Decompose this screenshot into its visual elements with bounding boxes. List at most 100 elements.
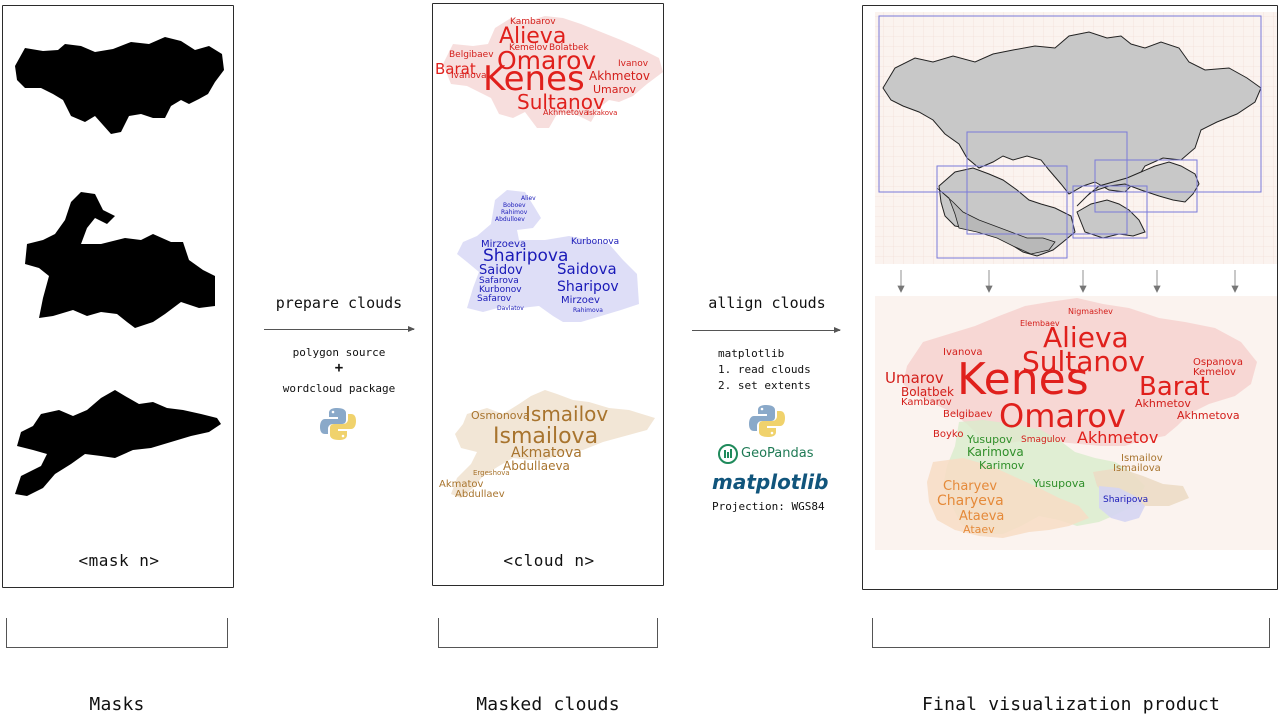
matplotlib-label: matplotlib xyxy=(718,347,785,360)
word-sharipova: Sharipova xyxy=(483,246,569,266)
align-arrow xyxy=(692,327,841,333)
map-tajikistan xyxy=(1076,199,1146,239)
word-rahimov: Rahimov xyxy=(501,209,528,216)
final-word-karimov: Karimov xyxy=(979,459,1025,472)
word-mirzoev: Mirzoev xyxy=(561,295,600,306)
word-ismailov: Ismailov xyxy=(525,402,609,426)
word-boboev: Boboev xyxy=(503,202,526,209)
word-aliev: Aliev xyxy=(521,195,536,202)
final-word-kambarov: Kambarov xyxy=(901,397,952,408)
final-word-yusupova: Yusupova xyxy=(1033,477,1086,490)
word-osmonova: Osmonova xyxy=(471,409,530,422)
final-word-ismailov: Ismailov xyxy=(1121,453,1163,464)
word-umarov: Umarov xyxy=(593,83,637,96)
final-word-akhmetov: Akhmetov xyxy=(1077,428,1159,447)
mask-tajikistan xyxy=(25,192,215,328)
final-word-akhmetova: Akhmetova xyxy=(1177,409,1240,422)
step-read-clouds: 1. read clouds xyxy=(718,363,811,376)
final-word-elembaev: Elembaev xyxy=(1020,319,1060,328)
word-iskakova: Iskakova xyxy=(587,109,618,117)
word-abdulloev: Abdulloev xyxy=(495,216,525,223)
final-word-boyko: Boyko xyxy=(933,429,964,440)
final-product-label: Final visualization product xyxy=(922,694,1220,715)
word-kambarov: Kambarov xyxy=(510,17,556,27)
final-word-charyeva: Charyeva xyxy=(937,493,1004,509)
polygon-source-label: polygon source xyxy=(292,346,386,359)
mask-kyrgyzstan xyxy=(15,390,221,496)
final-word-charyev: Charyev xyxy=(943,479,998,494)
final-word-belgibaev: Belgibaev xyxy=(943,409,993,420)
final-word-sultanov: Sultanov xyxy=(1022,345,1145,378)
word-barat: Barat xyxy=(435,60,476,78)
cloud-caption: <cloud n> xyxy=(503,551,595,570)
prepare-arrow xyxy=(264,326,415,332)
word-saidova: Saidova xyxy=(557,260,617,278)
word-kemelov: Kemelov xyxy=(509,43,548,53)
word-kurbonova: Kurbonova xyxy=(571,237,620,247)
word-rahimova: Rahimova xyxy=(573,307,603,314)
mask-shapes xyxy=(15,37,224,496)
final-panel: Nigmashev Elembaev Alieva Ivanova Sultan… xyxy=(862,5,1278,590)
matplotlib-logo-text: matplotlib xyxy=(712,470,829,494)
prepare-clouds-title: prepare clouds xyxy=(275,294,403,312)
masks-panel: <mask n> xyxy=(2,5,234,588)
word-safarova: Safarova xyxy=(479,276,519,286)
word-akmatov: Akmatov xyxy=(439,479,484,490)
final-word-nigmashev: Nigmashev xyxy=(1068,307,1113,316)
word-akhmetova: Akhmetova xyxy=(543,108,589,117)
final-word-sharipova: Sharipova xyxy=(1103,495,1149,505)
final-word-akhmetov-small: Akhmetov xyxy=(1135,397,1191,410)
word-safarov: Safarov xyxy=(477,294,512,304)
clouds-bracket xyxy=(438,618,658,648)
map-kazakhstan xyxy=(882,31,1262,195)
extent-map xyxy=(875,12,1277,550)
align-clouds-title: allign clouds xyxy=(708,294,826,312)
word-belgibaev: Belgibaev xyxy=(449,50,494,60)
python-logo-icon xyxy=(320,408,356,440)
masks-bracket xyxy=(6,618,228,648)
final-word-kemelov: Kemelov xyxy=(1193,367,1236,378)
masks-label: Masks xyxy=(89,694,145,715)
word-sharipov: Sharipov xyxy=(557,279,619,295)
word-abdullaeva: Abdullaeva xyxy=(503,459,570,473)
final-word-bolatbek: Bolatbek xyxy=(901,385,954,399)
projection-label: Projection: WGS84 xyxy=(712,500,825,513)
word-ivanova: Ivanova xyxy=(451,71,487,81)
word-abdullaev: Abdullaev xyxy=(455,489,505,500)
plus-sign: + xyxy=(334,360,344,376)
final-word-ismailova: Ismailova xyxy=(1113,463,1161,474)
final-bracket xyxy=(872,618,1270,648)
map-turkmenistan xyxy=(936,187,1056,255)
python-logo-icon xyxy=(749,405,785,437)
clouds-panel: Kambarov Alieva Kemelov Bolatbek Belgiba… xyxy=(432,3,664,586)
word-ergeshova: Ergeshova xyxy=(473,469,510,477)
word-davlatov: Davlatov xyxy=(497,305,524,312)
word-bolatbek: Bolatbek xyxy=(549,43,589,53)
final-word-ataeva: Ataeva xyxy=(959,509,1005,524)
geopandas-logo-text: GeoPandas xyxy=(741,446,814,461)
final-word-karimova: Karimova xyxy=(967,445,1024,459)
final-word-barat: Barat xyxy=(1139,372,1210,402)
word-saidov: Saidov xyxy=(479,263,523,278)
cloud-backgrounds xyxy=(443,16,663,498)
word-kenes: Kenes xyxy=(483,59,585,99)
word-ismailova: Ismailova xyxy=(493,424,599,449)
final-word-omarov: Omarov xyxy=(999,397,1126,435)
word-akmatova: Akmatova xyxy=(511,445,582,461)
final-word-alieva: Alieva xyxy=(1043,321,1129,354)
word-mirzoeva: Mirzoeva xyxy=(481,239,527,250)
word-sultanov: Sultanov xyxy=(517,90,605,114)
final-word-ivanova: Ivanova xyxy=(943,347,983,358)
final-word-umarov: Umarov xyxy=(885,369,944,387)
word-ivanov: Ivanov xyxy=(618,59,649,69)
mask-caption: <mask n> xyxy=(78,551,160,570)
final-word-ospanova: Ospanova xyxy=(1193,357,1244,368)
word-kurbonov: Kurbonov xyxy=(479,285,522,295)
geopandas-logo-icon xyxy=(718,444,738,464)
word-omarov: Omarov xyxy=(497,46,597,75)
word-akhmetov: Akhmetov xyxy=(589,69,650,83)
final-word-kenes: Kenes xyxy=(957,354,1089,405)
mask-kazakhstan xyxy=(15,37,224,134)
final-word-yusupov: Yusupov xyxy=(967,433,1013,446)
step-set-extents: 2. set extents xyxy=(718,379,811,392)
